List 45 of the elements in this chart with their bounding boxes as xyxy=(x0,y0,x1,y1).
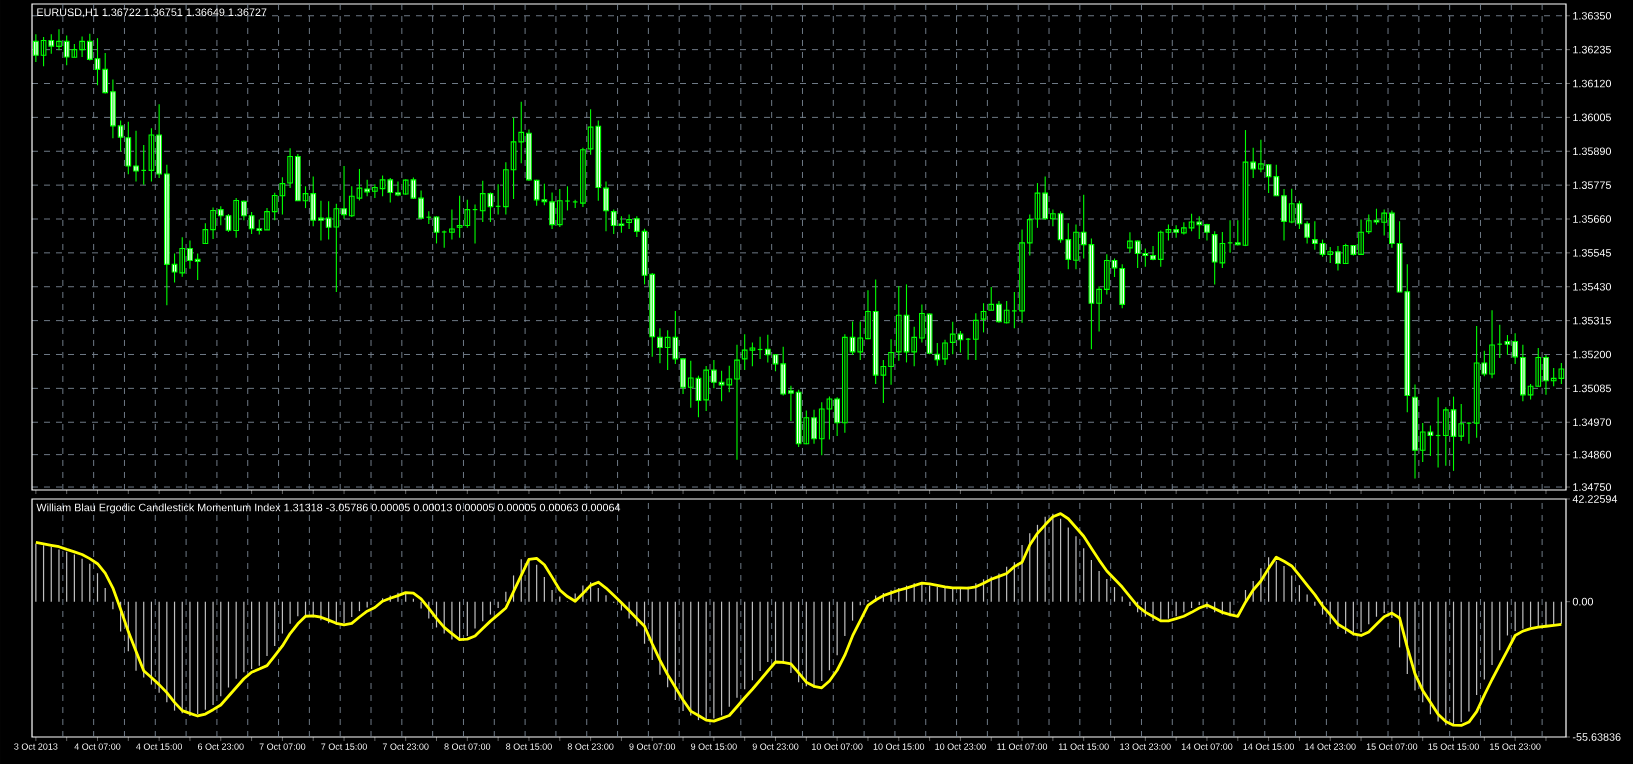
x-tick-label: 3 Oct 2013 xyxy=(14,743,58,750)
x-tick-label: 14 Oct 23:00 xyxy=(1305,743,1356,750)
y-tick-label: 1.35775 xyxy=(1573,181,1611,189)
x-tick-label: 13 Oct 23:00 xyxy=(1120,743,1171,750)
y-tick-label: 1.36350 xyxy=(1573,11,1612,20)
x-tick-label: 14 Oct 07:00 xyxy=(1181,743,1233,750)
x-tick-label: 4 Oct 15:00 xyxy=(136,743,183,750)
x-tick-label: 7 Oct 07:00 xyxy=(259,743,306,750)
y-tick-label: 1.34750 xyxy=(1573,483,1612,491)
y-tick-label: 1.34970 xyxy=(1573,418,1612,427)
x-tick-label: 8 Oct 07:00 xyxy=(444,743,491,750)
x-tick-label: 8 Oct 15:00 xyxy=(506,743,552,750)
x-tick-label: 4 Oct 07:00 xyxy=(74,743,121,750)
y-tick-label: 0.00 xyxy=(1572,597,1593,606)
x-tick-label: 6 Oct 23:00 xyxy=(197,743,244,750)
y-tick-label: 1.34860 xyxy=(1573,450,1612,459)
y-tick-label: 1.35660 xyxy=(1573,215,1612,223)
x-tick-label: 15 Oct 07:00 xyxy=(1366,743,1418,750)
x-tick-label: 9 Oct 07:00 xyxy=(629,743,676,750)
y-tick-label: 1.35545 xyxy=(1573,249,1611,257)
x-tick-label: 15 Oct 15:00 xyxy=(1428,743,1479,750)
chart-title: William Blau Ergodic Candlestick Momentum Index 1.31318 -3.05786 0.00005 0.00013 0.00005 0.00005 0.00063 0.00064 xyxy=(36,503,621,514)
x-tick-label: 10 Oct 07:00 xyxy=(812,743,863,750)
x-tick-label: 11 Oct 07:00 xyxy=(997,743,1048,750)
y-tick-label: 1.36235 xyxy=(1573,45,1611,54)
x-tick-label: 14 Oct 15:00 xyxy=(1243,743,1294,750)
x-tick-label: 11 Oct 15:00 xyxy=(1058,743,1109,750)
x-tick-label: 7 Oct 23:00 xyxy=(382,743,429,750)
x-tick-label: 10 Oct 23:00 xyxy=(935,743,986,750)
y-tick-label: 1.35085 xyxy=(1573,384,1611,393)
x-tick-label: 10 Oct 15:00 xyxy=(873,743,925,750)
y-tick-label: 1.35200 xyxy=(1573,350,1612,359)
y-tick-label: 1.36120 xyxy=(1573,79,1612,88)
x-tick-label: 15 Oct 23:00 xyxy=(1490,743,1541,750)
y-tick-label: 1.35315 xyxy=(1573,316,1611,325)
y-tick-label: 1.36005 xyxy=(1573,113,1611,122)
x-tick-label: 8 Oct 23:00 xyxy=(567,743,614,750)
y-tick-label: -55.63836 xyxy=(1572,733,1621,741)
x-tick-label: 9 Oct 23:00 xyxy=(752,743,799,750)
y-tick-label: 1.35890 xyxy=(1573,147,1612,156)
x-tick-label: 7 Oct 15:00 xyxy=(321,743,367,750)
x-tick-label: 9 Oct 15:00 xyxy=(691,743,737,750)
y-tick-label: 42.22594 xyxy=(1572,495,1618,503)
y-tick-label: 1.35430 xyxy=(1573,282,1612,291)
chart-title: EURUSD,H1 1.36722 1.36751 1.36649 1.36727 xyxy=(37,8,267,18)
